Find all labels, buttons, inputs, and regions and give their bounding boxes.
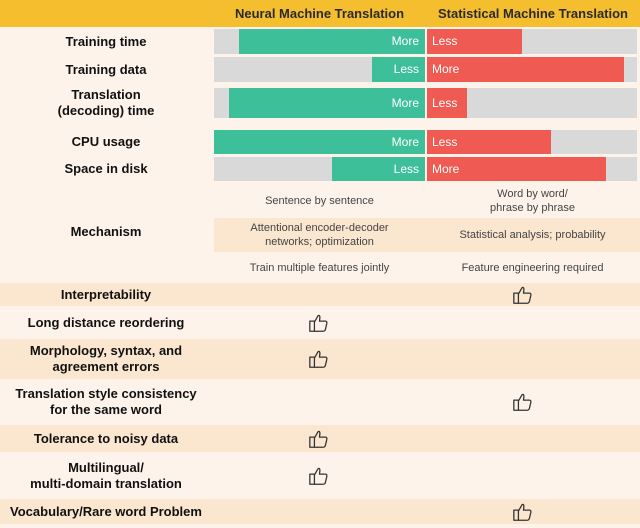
row-band [0, 283, 640, 306]
nmt-bar: More [229, 88, 425, 118]
smt-bar: Less [427, 130, 551, 154]
smt-bar: More [427, 57, 624, 82]
thumbs-up-icon [308, 312, 330, 334]
header-bar [0, 0, 640, 27]
criterion-label: Translation style consistency for the sa… [15, 385, 197, 417]
smt-mechanism: Statistical analysis; probability [459, 229, 606, 241]
nmt-mechanism: Train multiple features jointly [249, 262, 390, 274]
thumbs-up-icon [512, 391, 534, 413]
thumbs-up-icon [308, 428, 330, 450]
criterion-label: Morphology, syntax, and agreement errors [29, 343, 183, 374]
row-label: Training time [65, 33, 147, 49]
row-band [0, 499, 640, 524]
row-label: Training data [65, 61, 147, 77]
nmt-bar: Less [332, 157, 425, 181]
nmt-bar: More [239, 29, 425, 54]
thumbs-up-icon [308, 348, 330, 370]
row-label: Translation (decoding) time [57, 87, 155, 118]
criterion-label: Vocabulary/Rare word Problem [10, 503, 202, 519]
smt-mechanism: Word by word/ phrase by phrase [490, 188, 575, 214]
criterion-label: Tolerance to noisy data [33, 430, 179, 446]
smt-mechanism: Feature engineering required [461, 262, 604, 274]
row-label: Space in disk [64, 161, 148, 176]
row-label: CPU usage [71, 134, 141, 149]
smt-bar: Less [427, 29, 522, 54]
smt-bar: Less [427, 88, 467, 118]
header-smt: Statistical Machine Translation [438, 6, 628, 21]
nmt-mechanism: Attentional encoder-decoder networks; op… [250, 222, 389, 248]
thumbs-up-icon [512, 284, 534, 306]
thumbs-up-icon [512, 501, 534, 523]
header-nmt: Neural Machine Translation [234, 6, 405, 21]
row-band [0, 339, 640, 379]
nmt-bar: Less [372, 57, 425, 82]
criterion-label: Interpretability [60, 286, 152, 302]
smt-bar: More [427, 157, 606, 181]
nmt-bar: More [214, 130, 425, 154]
mechanism-band [214, 218, 640, 252]
mechanism-label: Mechanism [70, 224, 142, 239]
criterion-label: Long distance reordering [27, 315, 185, 330]
criterion-label: Multilingual/ multi-domain translation [30, 460, 182, 491]
thumbs-up-icon [308, 465, 330, 487]
nmt-mechanism: Sentence by sentence [265, 195, 374, 207]
